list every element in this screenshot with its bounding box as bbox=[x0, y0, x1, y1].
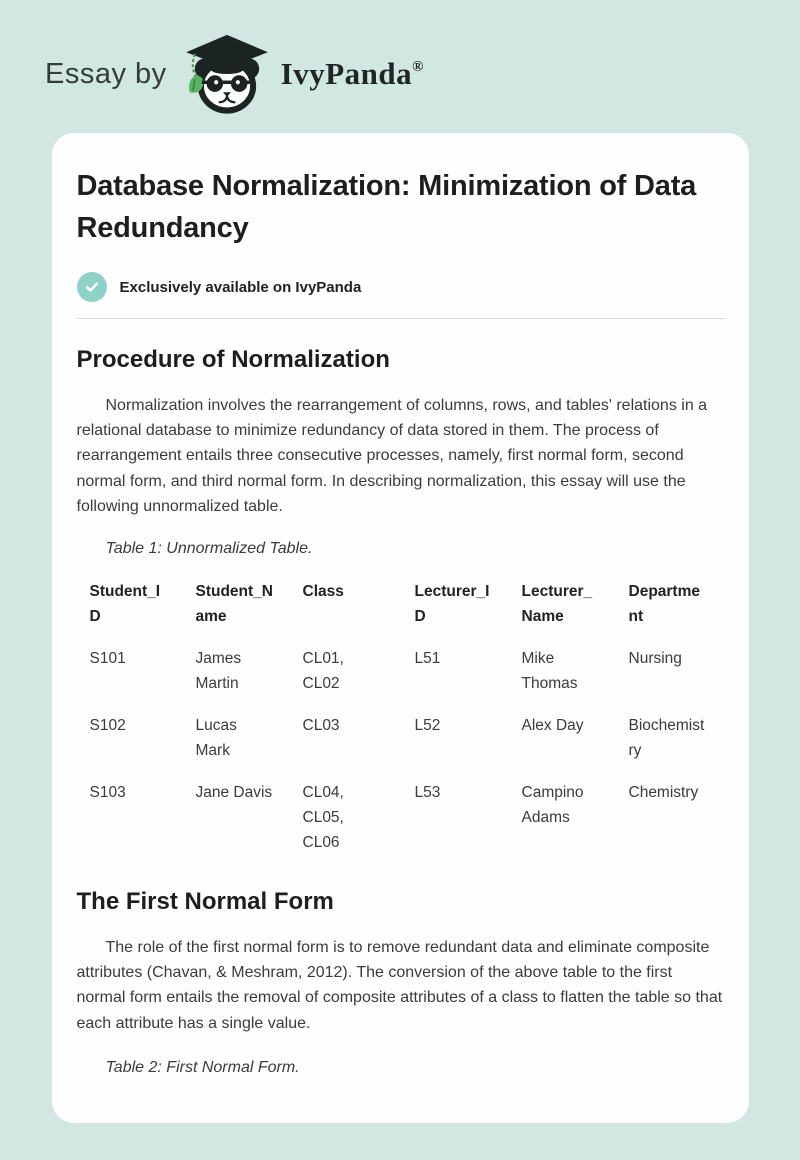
table-row: S102 Lucas Mark CL03 L52 Alex Day Bioche… bbox=[90, 713, 725, 763]
table-cell: L53 bbox=[414, 784, 441, 802]
column-header: Lecturer_I D bbox=[414, 583, 490, 626]
site-header: Essay by IvyPa bbox=[0, 0, 800, 118]
availability-label: Exclusively available on IvyPanda bbox=[119, 278, 362, 296]
column-header: Departme nt bbox=[628, 583, 701, 626]
availability-badge: Exclusively available on IvyPanda bbox=[76, 272, 725, 302]
column-header: Student_I D bbox=[89, 583, 161, 626]
essay-card: Database Normalization: Minimization of … bbox=[51, 133, 749, 1123]
checkmark-glyph bbox=[85, 282, 98, 292]
table-cell: S102 bbox=[89, 717, 126, 735]
essay-by-label: Essay by bbox=[45, 57, 167, 90]
table-cell: CL01, CL02 bbox=[302, 650, 344, 693]
column-header: Class bbox=[302, 583, 344, 601]
table-cell: L52 bbox=[414, 717, 441, 735]
check-icon bbox=[76, 272, 107, 302]
ivypanda-logo bbox=[183, 34, 271, 114]
table-cell: S101 bbox=[89, 650, 126, 668]
table-cell: Nursing bbox=[628, 650, 682, 668]
table-cell: Alex Day bbox=[521, 717, 584, 735]
table-cell: Lucas Mark bbox=[195, 717, 237, 760]
page-title: Database Normalization: Minimization of … bbox=[76, 170, 697, 244]
paragraph-first-normal-form: The role of the first normal form is to … bbox=[76, 939, 723, 1032]
divider bbox=[76, 318, 725, 319]
column-header: Student_N ame bbox=[195, 583, 274, 626]
table-cell: Jane Davis bbox=[195, 784, 273, 802]
table-cell: Mike Thomas bbox=[521, 650, 578, 693]
column-header: Lecturer_ Name bbox=[521, 583, 593, 626]
registered-mark: ® bbox=[412, 59, 424, 75]
table-cell: James Martin bbox=[195, 650, 242, 693]
table-cell: Campino Adams bbox=[521, 784, 584, 827]
table-header-row: Student_I D Student_N ame Class Lecturer… bbox=[90, 579, 725, 629]
table-cell: L51 bbox=[414, 650, 441, 668]
brand-name: IvyPanda® bbox=[281, 56, 424, 92]
table-cell: CL04, CL05, CL06 bbox=[302, 784, 344, 852]
table-row: S101 James Martin CL01, CL02 L51 Mike Th… bbox=[90, 646, 725, 696]
table-cell: CL03 bbox=[302, 717, 340, 735]
table-cell: Biochemist ry bbox=[628, 717, 705, 760]
table-cell: Chemistry bbox=[628, 784, 699, 802]
unnormalized-table: Student_I D Student_N ame Class Lecturer… bbox=[90, 579, 725, 855]
table1-caption: Table 1: Unnormalized Table. bbox=[105, 540, 313, 558]
panda-graduate-logo-icon bbox=[185, 34, 268, 114]
table-cell: S103 bbox=[89, 784, 126, 802]
brand-text: IvyPanda bbox=[280, 56, 413, 91]
table2-caption: Table 2: First Normal Form. bbox=[105, 1058, 300, 1076]
section-heading-first-normal-form: The First Normal Form bbox=[76, 888, 334, 916]
section-heading-procedure: Procedure of Normalization bbox=[76, 346, 390, 373]
paragraph-procedure: Normalization involves the rearrangement… bbox=[76, 397, 708, 515]
table-row: S103 Jane Davis CL04, CL05, CL06 L53 Cam… bbox=[90, 780, 725, 855]
